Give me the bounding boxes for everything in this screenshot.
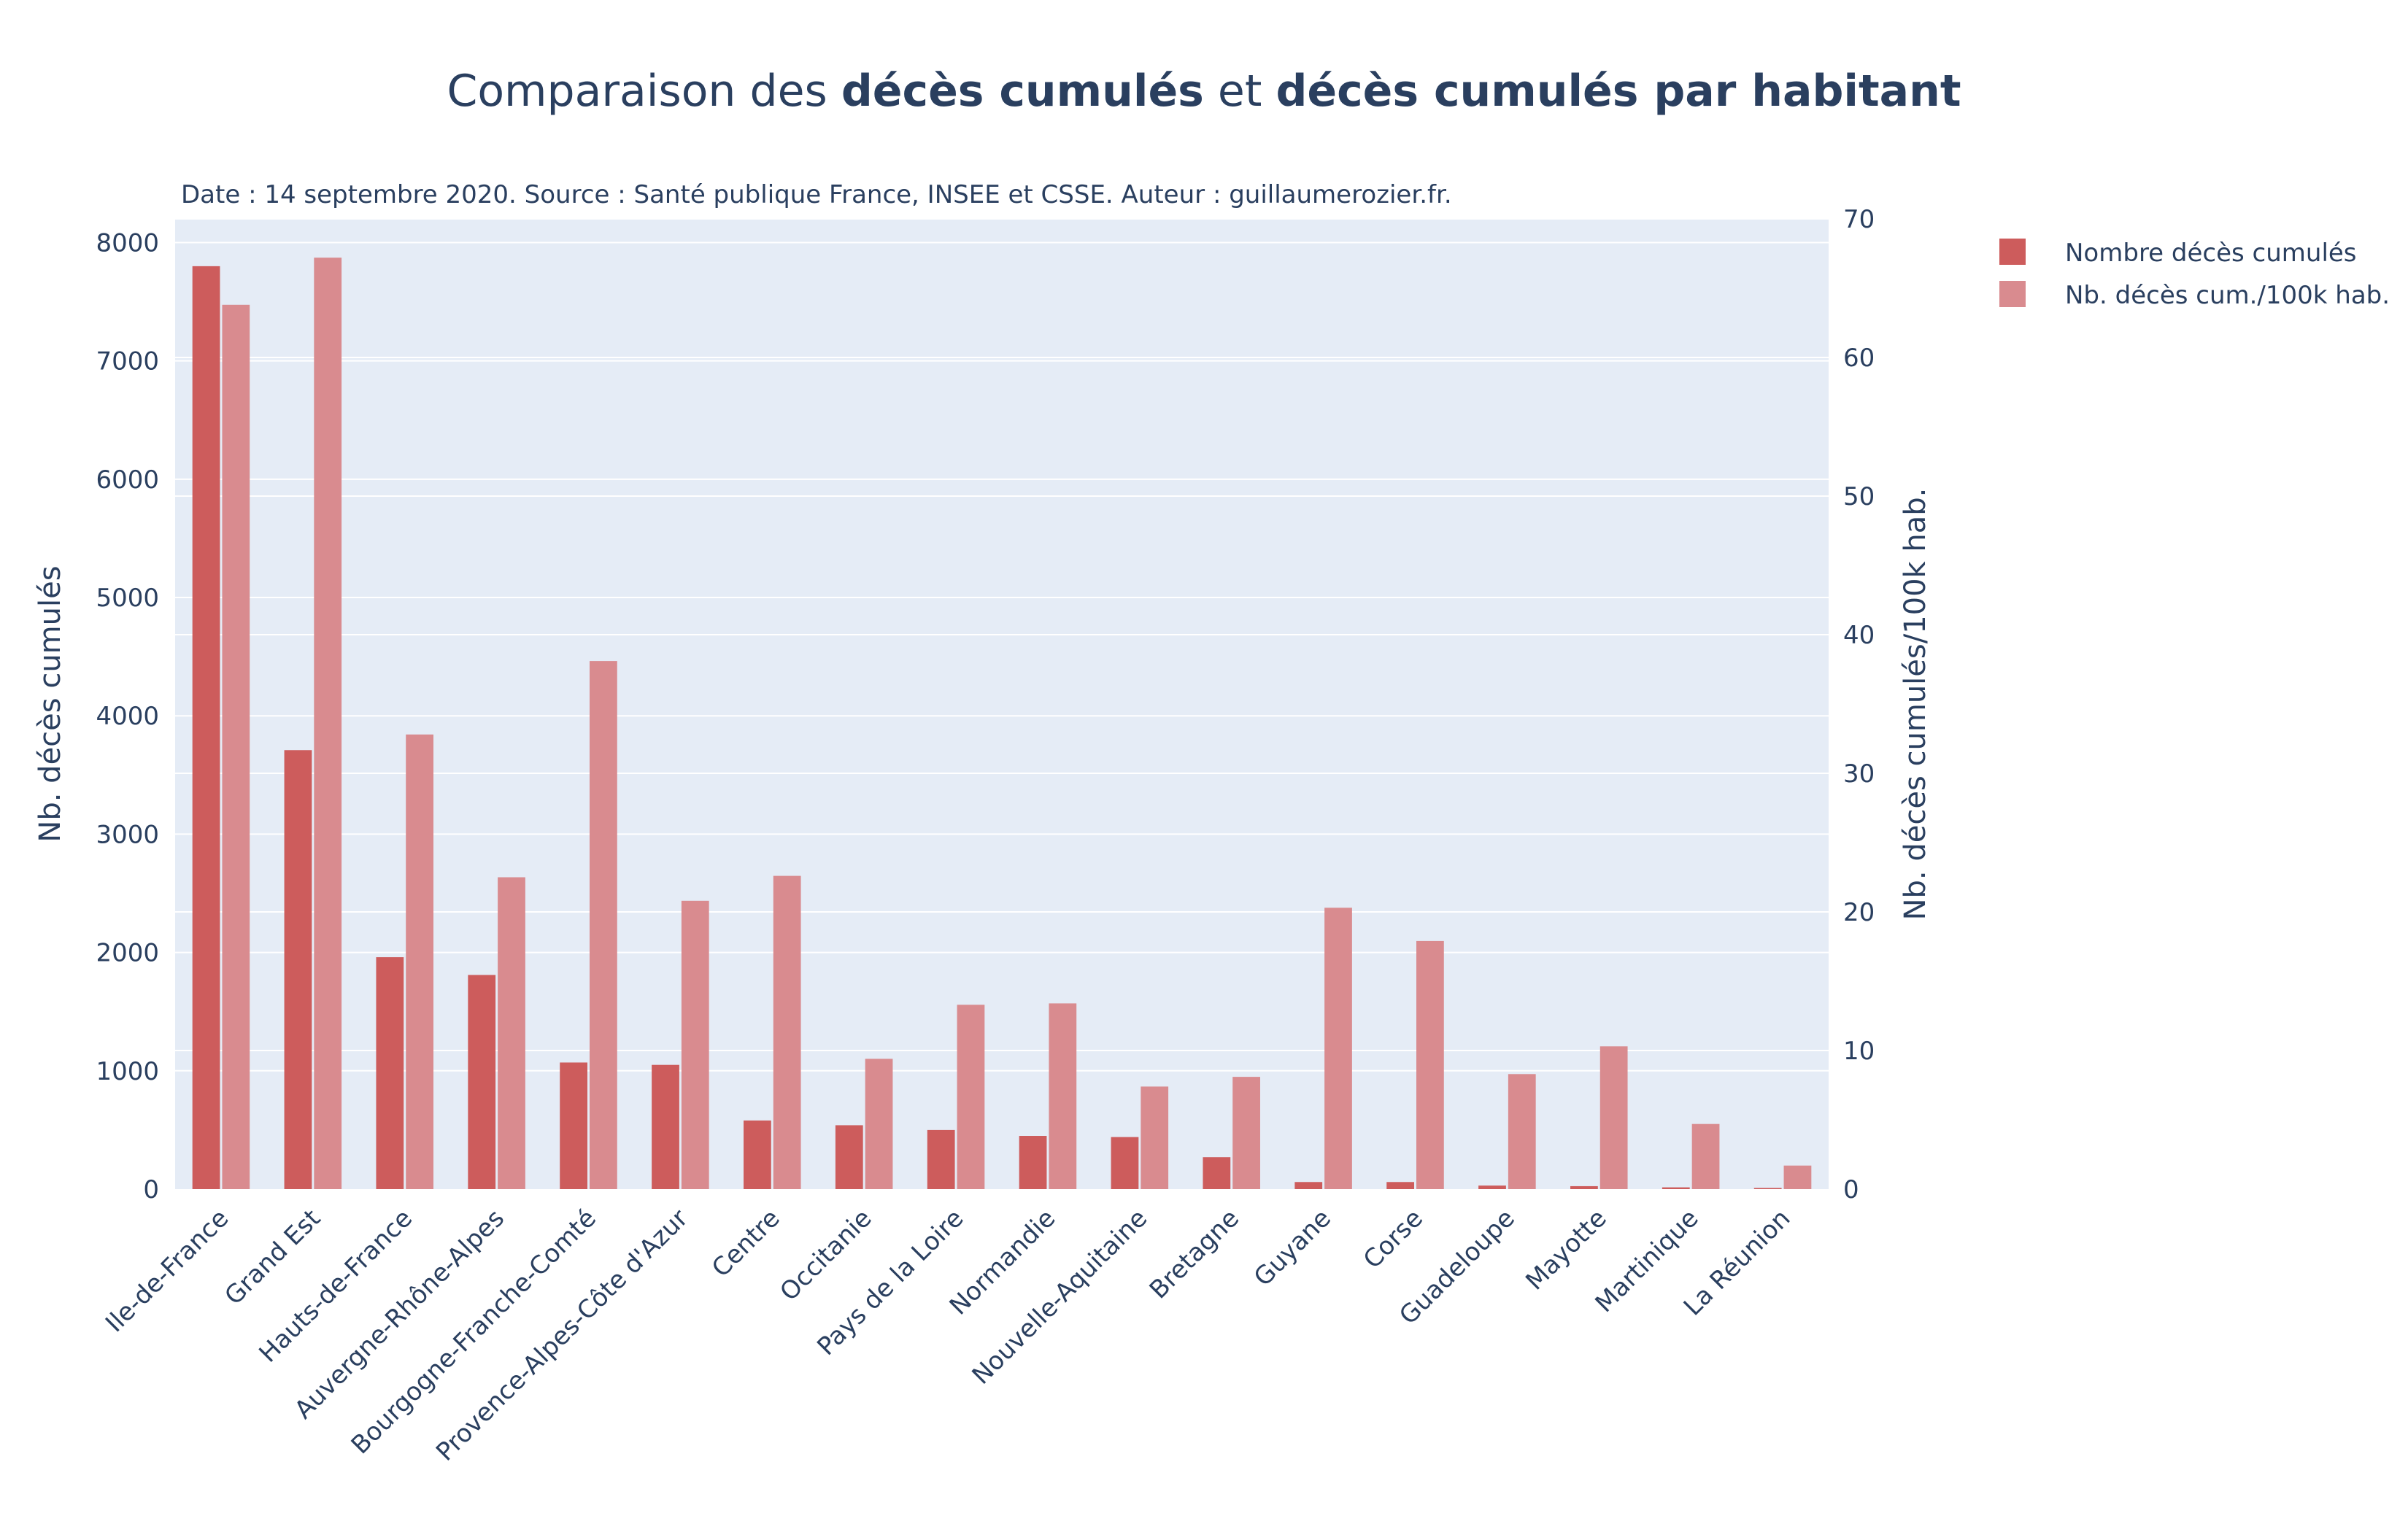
x-tick-label: Bretagne [1144,1204,1245,1304]
bar-deces-par-habitant-0[interactable] [222,304,250,1189]
legend-swatch-series-2[interactable] [1999,281,2026,307]
y-left-tick-label: 8000 [96,228,159,258]
y-right-tick-label: 40 [1843,621,1875,650]
x-tick-label: Corse [1358,1204,1429,1274]
grid [175,218,1829,1072]
x-tick-label: Nouvelle-Aquitaine [967,1204,1154,1390]
y-left-tick-label: 4000 [96,702,159,731]
x-tick-label: Hauts-de-France [253,1204,418,1369]
bar-deces-par-habitant-15[interactable] [1599,1046,1628,1189]
bar-deces-cumules-1[interactable] [284,750,312,1189]
y-right-tick-label: 10 [1843,1037,1875,1066]
legend-label-series-1[interactable]: Nombre décès cumulés [2065,239,2357,268]
chart-title: Comparaison des décès cumulés et décès c… [447,66,1961,117]
bar-deces-par-habitant-17[interactable] [1783,1165,1812,1189]
y-axis-right-title: Nb. décès cumulés/100k hab. [1899,488,1932,921]
legend-swatch-series-1[interactable] [1999,239,2026,265]
bar-deces-cumules-7[interactable] [835,1125,863,1189]
bar-deces-par-habitant-11[interactable] [1232,1077,1260,1189]
bar-deces-par-habitant-14[interactable] [1508,1074,1536,1189]
bar-deces-par-habitant-5[interactable] [681,900,709,1189]
y-right-tick-label: 30 [1843,759,1875,789]
y-right-tick-label: 60 [1843,344,1875,373]
bar-deces-cumules-9[interactable] [1019,1136,1047,1189]
plot-area [175,219,1829,1189]
y-left-tick-label: 1000 [96,1057,159,1086]
bar-deces-cumules-0[interactable] [192,266,220,1189]
bar-deces-par-habitant-2[interactable] [406,734,433,1189]
bar-deces-cumules-6[interactable] [744,1120,771,1189]
bar-deces-par-habitant-1[interactable] [314,258,342,1190]
bar-deces-cumules-3[interactable] [468,975,496,1189]
x-tick-label: Guyane [1249,1204,1337,1292]
bar-deces-par-habitant-8[interactable] [957,1005,985,1189]
bar-deces-par-habitant-12[interactable] [1324,908,1352,1189]
bar-deces-cumules-8[interactable] [927,1129,955,1189]
legend: Nombre décès cumulés Nb. décès cum./100k… [1999,239,2390,310]
y-left-tick-label: 6000 [96,465,159,495]
bar-deces-par-habitant-10[interactable] [1141,1086,1169,1189]
y-right-tick-label: 0 [1843,1175,1859,1204]
bar-deces-par-habitant-6[interactable] [773,875,801,1189]
y-left-tick-label: 3000 [96,820,159,849]
x-tick-label: Mayotte [1520,1204,1612,1296]
bar-deces-cumules-4[interactable] [560,1062,587,1189]
y-left-tick-label: 7000 [96,347,159,376]
chart-title-part-4: décès cumulés par habitant [1276,66,1961,117]
x-tick-label: Centre [706,1204,786,1283]
legend-label-series-2[interactable]: Nb. décès cum./100k hab. [2065,281,2390,310]
y-right-tick-label: 50 [1843,482,1875,511]
bar-deces-par-habitant-13[interactable] [1416,940,1444,1189]
y-left-tick-label: 2000 [96,939,159,968]
bar-deces-cumules-16[interactable] [1662,1187,1690,1189]
bar-deces-cumules-2[interactable] [376,957,404,1189]
y-right-tick-label: 70 [1843,205,1875,234]
bar-deces-cumules-14[interactable] [1478,1185,1506,1189]
bar-deces-par-habitant-3[interactable] [498,877,525,1190]
bars [192,258,1812,1190]
bar-deces-par-habitant-7[interactable] [865,1059,893,1189]
x-tick-label: Ile-de-France [100,1204,234,1338]
chart-title-part-2: décès cumulés [841,66,1204,117]
bar-deces-cumules-12[interactable] [1294,1182,1323,1189]
chart-subtitle: Date : 14 septembre 2020. Source : Santé… [181,180,1452,209]
bar-deces-par-habitant-9[interactable] [1049,1003,1077,1189]
bar-deces-cumules-11[interactable] [1203,1157,1231,1189]
bar-deces-cumules-15[interactable] [1570,1185,1598,1189]
chart-title-part-1: Comparaison des [447,66,841,117]
bar-deces-cumules-5[interactable] [652,1064,679,1189]
bar-deces-cumules-10[interactable] [1111,1137,1139,1189]
bar-deces-par-habitant-4[interactable] [590,661,617,1189]
bar-deces-par-habitant-16[interactable] [1691,1123,1720,1189]
chart-title-part-3: et [1204,66,1276,117]
y-left-tick-label: 5000 [96,584,159,613]
y-axis-right: 0 10 20 30 40 50 60 70 [1843,205,1875,1204]
bar-deces-cumules-17[interactable] [1753,1188,1782,1189]
bar-deces-cumules-13[interactable] [1386,1182,1414,1189]
y-axis-left-title: Nb. décès cumulés [34,565,67,842]
y-right-tick-label: 20 [1843,898,1875,927]
y-axis-left: 0 1000 2000 3000 4000 5000 6000 7000 8000 [96,228,159,1204]
y-left-tick-label: 0 [143,1175,159,1204]
